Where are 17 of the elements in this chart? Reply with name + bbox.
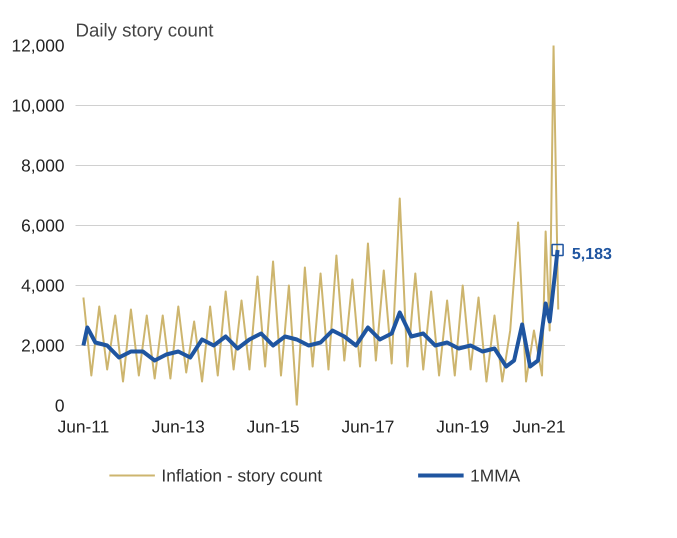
x-tick-label: Jun-17 — [341, 416, 394, 436]
x-tick-label: Jun-11 — [58, 416, 110, 436]
x-tick-label: Jun-15 — [246, 416, 300, 436]
x-tick-label: Jun-19 — [436, 416, 490, 436]
x-tick-label: Jun-13 — [152, 416, 205, 436]
y-tick-label: 4,000 — [21, 276, 65, 296]
y-tick-label: 2,000 — [21, 336, 65, 356]
y-tick-label: 10,000 — [12, 96, 64, 116]
y-axis-title: Daily story count — [76, 20, 214, 40]
x-tick-label: Jun-21 — [512, 416, 566, 436]
y-tick-label: 12,000 — [12, 36, 64, 56]
y-tick-label: 8,000 — [21, 156, 65, 176]
annotation: 5,183 — [572, 246, 612, 264]
y-tick-label: 0 — [54, 396, 65, 416]
legend-label: Inflation - story count — [161, 466, 322, 486]
y-tick-label: 6,000 — [21, 216, 65, 236]
legend-label: 1MMA — [470, 466, 521, 486]
